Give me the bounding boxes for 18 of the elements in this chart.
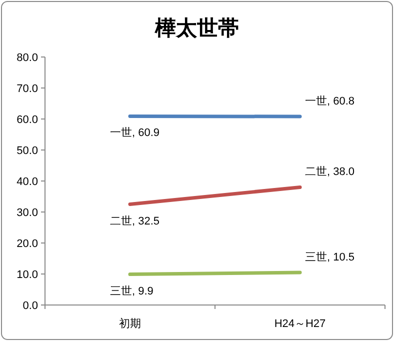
text: 三世, 10.5	[305, 251, 355, 264]
text: 一世, 60.8	[305, 96, 355, 108]
y-tick-label: 10.0	[16, 269, 38, 281]
y-tick-label: 80.0	[16, 52, 38, 64]
y-tick-label: 70.0	[16, 83, 38, 95]
y-tick-label: 30.0	[16, 207, 38, 219]
x-tick-label: H24～H27	[274, 318, 326, 330]
text: 二世, 38.0	[305, 166, 355, 178]
y-tick-label: 20.0	[16, 238, 38, 250]
y-tick-label: 40.0	[16, 176, 38, 188]
text: 三世, 9.9	[110, 285, 154, 298]
chart-title: 樺太世帯	[154, 17, 239, 40]
x-tick-label: 初期	[119, 317, 141, 330]
text: 一世, 60.9	[110, 127, 160, 140]
y-tick-label: 0.0	[22, 300, 38, 312]
text: 二世, 32.5	[110, 215, 160, 228]
y-tick-label: 60.0	[16, 114, 38, 126]
y-tick-label: 50.0	[16, 145, 38, 157]
